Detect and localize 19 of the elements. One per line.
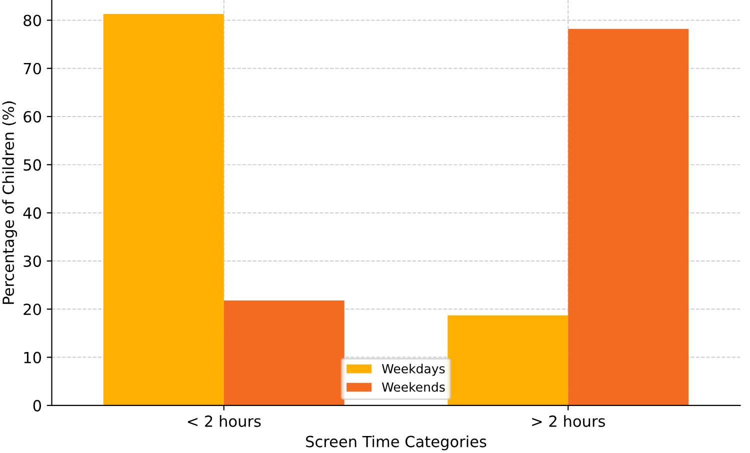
y-tick-label: 30 (24, 255, 42, 267)
y-tick-label: 0 (33, 400, 42, 412)
bar (568, 28, 689, 406)
x-tick-label: > 2 hours (532, 415, 605, 427)
y-tick-label: 10 (24, 352, 42, 364)
y-tick-label: 40 (23, 207, 42, 219)
bar (224, 300, 344, 406)
y-tick-label: 80 (24, 14, 42, 26)
bar (448, 315, 568, 406)
y-axis-title: Percentage of Children (%) (2, 101, 18, 304)
y-tick-label: 50 (24, 159, 42, 171)
x-axis-title: Screen Time Categories (306, 436, 486, 450)
y-tick-label: 60 (24, 110, 42, 123)
legend-label: Weekdays (382, 364, 445, 376)
x-tick-label: < 2 hours (188, 415, 261, 427)
bar (103, 14, 224, 406)
y-tick-label: 20 (24, 304, 42, 316)
y-tick-label: 70 (24, 62, 42, 74)
legend-label: Weekends (382, 382, 445, 392)
